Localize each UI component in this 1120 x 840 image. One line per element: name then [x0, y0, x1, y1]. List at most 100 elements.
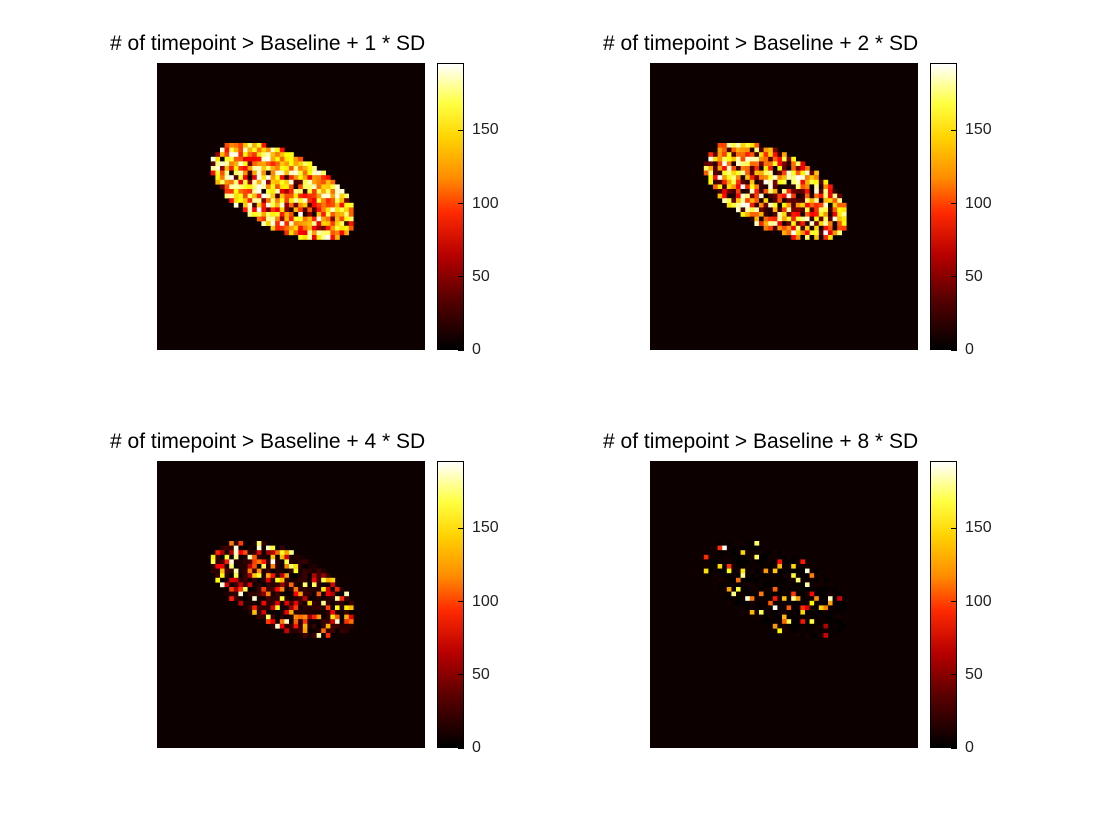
heatmap-cell [312, 216, 317, 222]
heatmap-cell [837, 230, 842, 236]
heatmap-cell [298, 596, 303, 601]
heatmap-cell [256, 568, 262, 574]
heatmap-cell [289, 221, 294, 226]
heatmap-cell [210, 554, 216, 560]
heatmap-cell [270, 554, 276, 560]
heatmap-cell [800, 225, 806, 231]
heatmap-cell [275, 189, 280, 194]
heatmap-cell [321, 179, 326, 185]
heatmap-cell [344, 216, 349, 222]
heatmap-cell [243, 550, 248, 555]
heatmap-cell [795, 216, 801, 222]
heatmap-cell [229, 582, 234, 588]
heatmap-cell [823, 596, 829, 601]
heatmap-cell [731, 573, 737, 578]
heatmap-cell [740, 587, 746, 592]
heatmap-cell [261, 591, 267, 597]
heatmap-cell [275, 587, 280, 592]
heatmap-cell [307, 619, 313, 624]
heatmap-cell [229, 573, 234, 578]
heatmap-cell [800, 619, 806, 624]
heatmap-cell [293, 587, 299, 592]
heatmap-cell [818, 587, 824, 592]
heatmap-cell [791, 628, 796, 634]
heatmap-cell [809, 235, 815, 240]
heatmap-cell [772, 166, 778, 171]
colorbar-tick-label: 150 [472, 121, 499, 139]
heatmap-cell [814, 614, 819, 620]
heatmap-cell [224, 161, 230, 167]
heatmap-cell [307, 166, 313, 171]
heatmap-cell [335, 230, 340, 236]
heatmap-cell [777, 202, 783, 208]
chart-title: # of timepoint > Baseline + 2 * SD [603, 32, 919, 55]
heatmap-cell [261, 600, 267, 606]
heatmap-cell [726, 545, 732, 551]
heatmap-cell [823, 628, 829, 634]
heatmap-cell [243, 582, 248, 588]
heatmap-cell [782, 554, 787, 560]
heatmap-cell [763, 166, 769, 171]
heatmap-cell [795, 161, 801, 167]
heatmap-cell [736, 545, 741, 551]
heatmap-cell [786, 600, 792, 606]
heatmap-cell [330, 633, 336, 638]
heatmap-cell [243, 600, 248, 606]
heatmap-cell [818, 193, 824, 199]
heatmap-cell [243, 545, 248, 551]
heatmap-cell [800, 628, 806, 634]
heatmap-cell [298, 212, 303, 217]
heatmap-cell [335, 221, 340, 226]
heatmap-cell [325, 600, 331, 606]
heatmap-cell [284, 623, 290, 629]
heatmap-cell [800, 166, 806, 171]
heatmap-cell [754, 161, 760, 167]
heatmap-cell [284, 152, 290, 157]
heatmap-cell [224, 175, 230, 180]
heatmap-cell [777, 619, 783, 624]
heatmap-image [157, 461, 425, 748]
heatmap-cell [238, 143, 244, 148]
heatmap-cell [726, 582, 732, 588]
heatmap-cell [275, 175, 280, 180]
heatmap-cell [717, 573, 723, 578]
heatmap-cell [266, 545, 271, 551]
heatmap-cell [256, 596, 262, 601]
heatmap-cell [325, 591, 331, 597]
heatmap-cell [717, 541, 723, 546]
heatmap-cell [316, 582, 322, 588]
heatmap-cell [722, 541, 727, 546]
heatmap-cell [805, 166, 810, 171]
heatmap-cell [330, 230, 336, 236]
heatmap-cell [713, 582, 718, 588]
heatmap-cell [772, 212, 778, 217]
heatmap-cell [749, 605, 755, 611]
heatmap-cell [270, 147, 276, 153]
heatmap-cell [298, 614, 303, 620]
heatmap-cell [229, 193, 234, 199]
heatmap-cell [298, 568, 303, 574]
heatmap-cell [823, 605, 829, 611]
heatmap-cell [832, 619, 838, 624]
heatmap-cell [795, 212, 801, 217]
heatmap-cell [713, 179, 718, 185]
heatmap-cell [795, 573, 801, 578]
heatmap-cell [316, 577, 322, 583]
heatmap-cell [279, 221, 285, 226]
heatmap-cell [823, 198, 829, 203]
heatmap-cell [805, 564, 810, 569]
heatmap-cell [772, 207, 778, 213]
heatmap-cell [777, 216, 783, 222]
heatmap-cell [256, 554, 262, 560]
heatmap-cell [786, 198, 792, 203]
heatmap-cell [768, 591, 773, 597]
heatmap-cell [316, 170, 322, 176]
heatmap-cell [344, 198, 349, 203]
heatmap-cell [832, 628, 838, 634]
heatmap-cell [745, 573, 750, 578]
heatmap-cell [293, 161, 299, 167]
heatmap-cell [238, 198, 244, 203]
colorbar-tick-label: 50 [472, 267, 490, 285]
heatmap-cell [289, 207, 294, 213]
heatmap-cell [786, 614, 792, 620]
